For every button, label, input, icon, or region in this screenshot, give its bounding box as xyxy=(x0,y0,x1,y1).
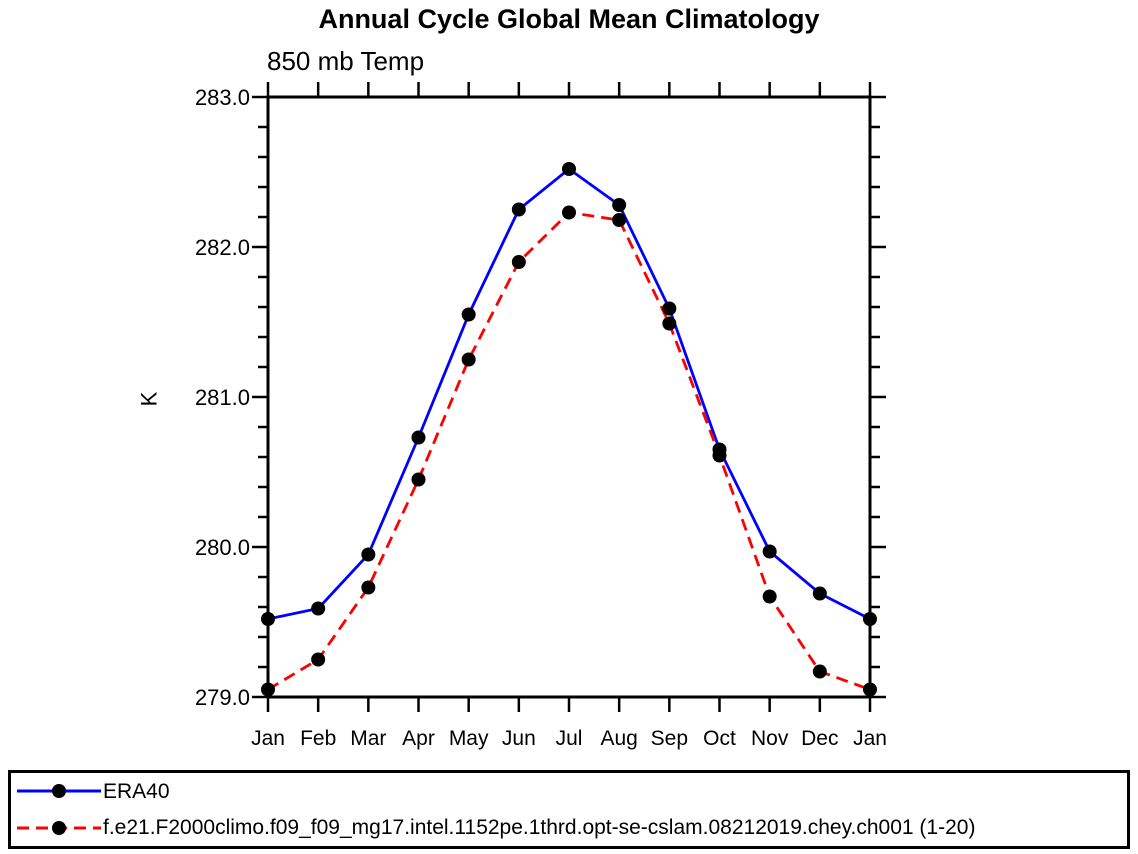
series-line-0 xyxy=(267,167,871,621)
x-tick-label: Jul xyxy=(556,727,583,750)
x-tick-label: Aug xyxy=(600,727,637,750)
x-tick-label: Nov xyxy=(751,727,789,750)
data-point-marker-0 xyxy=(612,198,627,212)
data-point-marker-0 xyxy=(461,307,476,322)
data-point-marker-0 xyxy=(311,601,326,616)
data-point-marker-0 xyxy=(662,301,677,316)
data-point-marker-1 xyxy=(612,213,627,227)
legend-marker-dot-icon xyxy=(52,784,66,799)
legend-line-sample-dashed xyxy=(17,820,101,835)
data-point-marker-0 xyxy=(863,612,877,626)
y-tick-label: 282.0 xyxy=(195,235,250,260)
chart-subtitle: 850 mb Temp xyxy=(267,46,425,76)
data-point-marker-1 xyxy=(562,205,576,220)
data-point-marker-1 xyxy=(511,255,526,269)
data-point-marker-1 xyxy=(762,589,777,604)
y-tick-label: 280.0 xyxy=(195,535,250,560)
legend-item-era40: ERA40 xyxy=(11,773,1127,809)
data-point-marker-0 xyxy=(762,544,777,559)
x-tick-label: Dec xyxy=(801,727,838,750)
x-tick-label: Feb xyxy=(300,727,336,750)
x-tick-label: Jun xyxy=(502,727,536,750)
data-point-marker-1 xyxy=(361,580,376,595)
legend-label-model-run: f.e21.F2000climo.f09_f09_mg17.intel.1152… xyxy=(103,816,976,840)
x-tick-label: Jan xyxy=(853,727,887,750)
legend-line-sample-solid xyxy=(17,784,101,799)
x-tick-label: Mar xyxy=(350,727,386,750)
legend: ERA40 f.e21.F2000climo.f09_f09_mg17.inte… xyxy=(8,770,1130,849)
data-point-marker-1 xyxy=(461,352,476,367)
data-point-marker-0 xyxy=(511,202,526,217)
data-point-marker-0 xyxy=(361,547,376,562)
legend-label-era40: ERA40 xyxy=(103,779,170,803)
y-tick-label: 281.0 xyxy=(195,385,250,410)
data-point-marker-1 xyxy=(311,652,326,667)
x-tick-label: Apr xyxy=(402,727,435,750)
legend-marker-dot-icon xyxy=(52,820,66,835)
data-point-marker-1 xyxy=(411,472,426,487)
y-tick-label: 283.0 xyxy=(195,85,250,110)
data-point-marker-1 xyxy=(261,682,275,697)
y-tick-label: 279.0 xyxy=(195,685,250,710)
x-tick-label: May xyxy=(449,727,489,750)
axis-frame xyxy=(266,95,872,699)
data-point-marker-1 xyxy=(712,448,727,463)
data-point-marker-1 xyxy=(863,682,877,697)
x-tick-label: Sep xyxy=(651,727,688,750)
series-line-1 xyxy=(267,211,871,691)
chart-title: Annual Cycle Global Mean Climatology xyxy=(318,4,820,34)
data-point-marker-1 xyxy=(662,316,677,331)
data-point-marker-1 xyxy=(812,664,827,679)
x-tick-label: Jan xyxy=(251,727,285,750)
x-tick-label: Oct xyxy=(703,727,736,750)
data-point-marker-0 xyxy=(411,430,426,445)
legend-item-model-run: f.e21.F2000climo.f09_f09_mg17.intel.1152… xyxy=(11,810,1127,846)
data-point-marker-0 xyxy=(261,612,275,626)
data-point-marker-0 xyxy=(812,586,827,601)
data-point-marker-0 xyxy=(562,162,576,176)
